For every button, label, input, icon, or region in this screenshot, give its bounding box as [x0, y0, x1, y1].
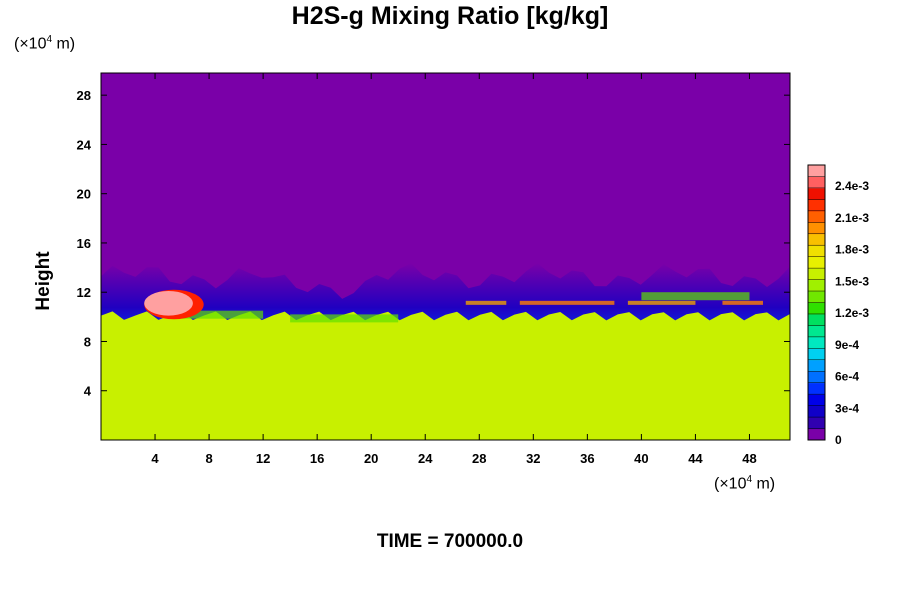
colorbar-segment	[808, 187, 825, 200]
colorbar-segment	[808, 302, 825, 315]
colorbar-segment	[808, 245, 825, 258]
colorbar-label: 6e-4	[835, 370, 859, 384]
x-tick-label: 48	[742, 451, 756, 466]
colorbar-label: 2.4e-3	[835, 179, 869, 193]
boundary-streak	[465, 300, 507, 305]
colorbar-label: 1.5e-3	[835, 274, 869, 288]
boundary-streak	[519, 300, 615, 305]
colorbar-label: 9e-4	[835, 338, 859, 352]
y-tick-label: 24	[77, 137, 92, 152]
colorbar-segment	[808, 210, 825, 223]
colorbar-label: 1.2e-3	[835, 306, 869, 320]
hotspot-inner	[144, 290, 193, 316]
colorbar-segment	[808, 199, 825, 212]
plot-area	[100, 72, 791, 441]
colorbar-frame	[807, 164, 826, 441]
x-tick-label: 8	[205, 451, 212, 466]
colorbar-segment	[808, 428, 825, 441]
colorbar-label: 0	[835, 433, 842, 447]
x-axis-ticks: 4 8 12 16 20 24 28 32 36 40 44 48	[151, 73, 757, 466]
colorbar-segment	[808, 222, 825, 235]
x-tick-label: 12	[256, 451, 270, 466]
y-tick-label: 20	[77, 187, 91, 202]
x-tick-label: 36	[580, 451, 594, 466]
colorbar-segment	[808, 291, 825, 303]
x-tick-label: 32	[526, 451, 540, 466]
colorbar-segment	[808, 405, 825, 418]
colorbar-segment	[808, 313, 825, 326]
y-tick-label: 8	[84, 334, 91, 349]
x-tick-label: 4	[151, 451, 159, 466]
green-patch	[641, 292, 750, 301]
y-tick-label: 28	[77, 88, 91, 103]
y-tick-label: 16	[77, 236, 91, 251]
x-tick-label: 24	[418, 451, 433, 466]
y-axis-ticks: 4 8 12 16 20 24 28	[77, 88, 790, 399]
colorbar-segment	[808, 233, 825, 246]
colorbar-segment	[808, 165, 825, 177]
colorbar-label: 1.8e-3	[835, 243, 869, 257]
y-tick-label: 12	[77, 285, 91, 300]
colorbar-segment	[808, 417, 825, 430]
x-tick-label: 20	[364, 451, 378, 466]
chart-title: H2S-g Mixing Ratio [kg/kg]	[291, 2, 609, 30]
y-tick-label: 4	[84, 384, 92, 399]
colorbar-segment	[808, 256, 825, 269]
green-patch	[182, 310, 264, 319]
time-label: TIME = 700000.0	[376, 531, 524, 552]
colorbar-segment	[808, 348, 825, 361]
x-tick-label: 16	[310, 451, 324, 466]
green-patch	[290, 314, 399, 323]
colorbar-segment	[808, 336, 825, 349]
colorbar-segment	[808, 279, 825, 292]
plot-frame	[100, 72, 791, 441]
x-tick-label: 40	[634, 451, 648, 466]
colorbar-segment	[808, 382, 825, 395]
colorbar-segment	[808, 394, 825, 407]
x-tick-label: 28	[472, 451, 486, 466]
colorbar-segment	[808, 325, 825, 338]
x-unit-label: (×104 m)	[714, 474, 776, 493]
boundary-streak	[627, 300, 696, 305]
colorbar-segment	[808, 268, 825, 281]
y-unit-label: (×104 m)	[14, 34, 76, 53]
colorbar-segment	[808, 371, 825, 384]
colorbar-segment	[808, 176, 825, 189]
colorbar-label: 3e-4	[835, 401, 859, 415]
x-tick-label: 44	[688, 451, 703, 466]
colorbar-segment	[808, 359, 825, 372]
colorbar: 0 3e-4 6e-4 9e-4 1.2e-3 1.5e-3 1.8e-3 2.1e-3 2.4…	[807, 164, 869, 447]
boundary-streak	[722, 300, 763, 305]
lower-region	[101, 311, 790, 440]
colorbar-label: 2.1e-3	[835, 211, 869, 225]
